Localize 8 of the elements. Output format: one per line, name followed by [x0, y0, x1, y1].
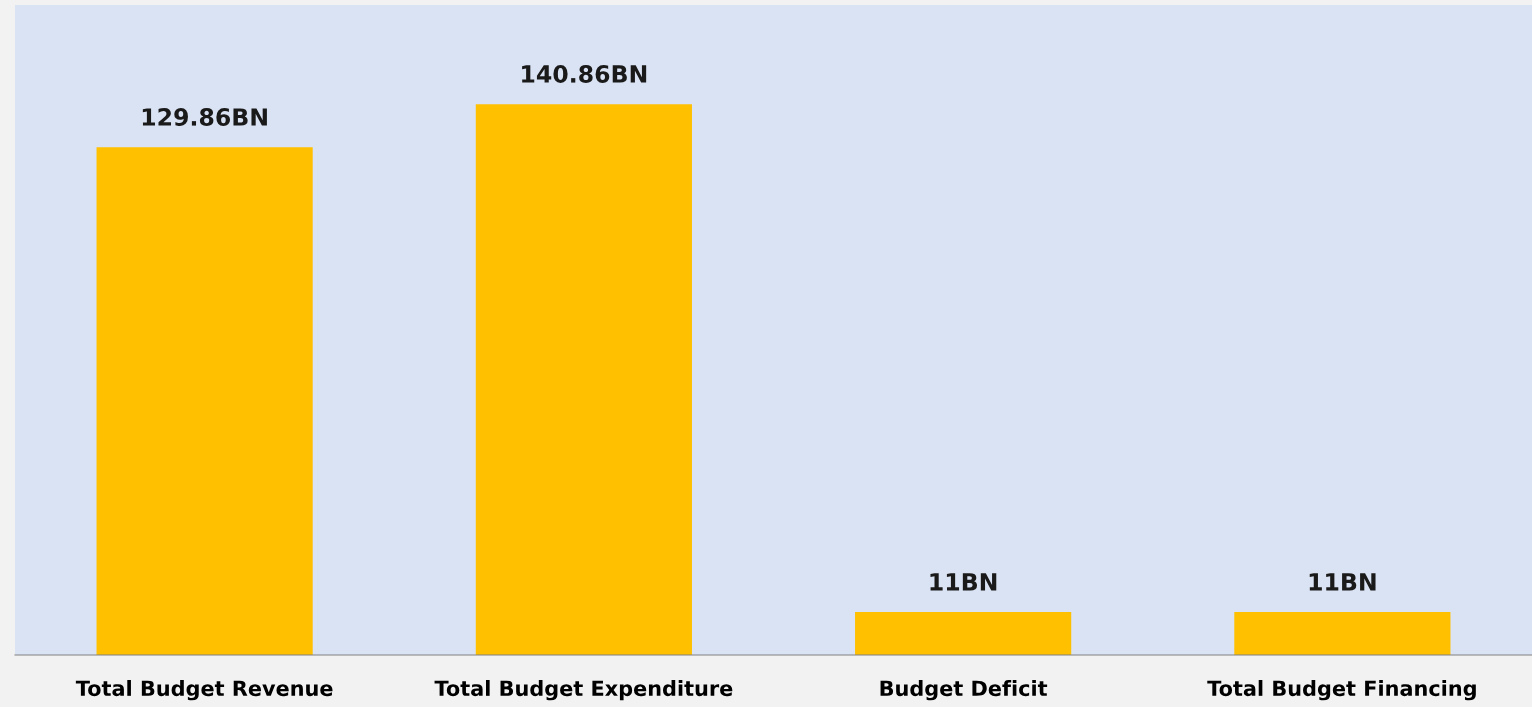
data-label: 11BN	[930, 573, 997, 591]
data-label: 140.86BN	[522, 65, 647, 83]
x-tick-label: Total Budget Expenditure	[434, 680, 733, 701]
data-label: 11BN	[1309, 573, 1376, 591]
x-tick-label: Budget Deficit	[880, 680, 1048, 701]
x-tick-label: Total Budget Revenue	[75, 680, 333, 701]
data-label: 129.86BN	[142, 108, 267, 126]
x-tick-label: Total Budget Financing	[1207, 680, 1476, 701]
